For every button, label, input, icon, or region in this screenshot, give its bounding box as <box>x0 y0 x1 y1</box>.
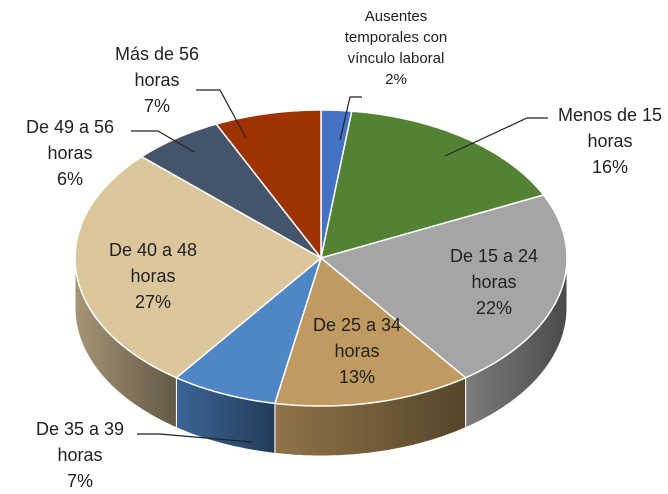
leader-line <box>444 117 548 157</box>
data-label: De 40 a 48 horas 27% <box>93 237 213 315</box>
data-label: De 49 a 56 horas 6% <box>5 114 135 192</box>
slice <box>215 109 322 261</box>
leader-line <box>196 89 247 139</box>
label-value: 22% <box>475 298 513 318</box>
label-value: 16% <box>591 157 629 177</box>
label-value: 2% <box>385 71 407 88</box>
leader-line <box>131 130 195 153</box>
slice <box>175 255 323 405</box>
data-label: De 15 a 24 horas 22% <box>439 243 549 321</box>
label-name: Más de 56 horas <box>114 44 200 90</box>
label-name: Menos de 15 horas <box>557 105 663 151</box>
leader-line <box>339 96 362 141</box>
slice <box>74 155 323 379</box>
data-label: Más de 56 horas 7% <box>97 41 217 119</box>
label-value: 6% <box>56 169 83 189</box>
slice <box>320 110 545 260</box>
data-label: Menos de 15 horas 16% <box>550 102 668 180</box>
label-name: De 15 a 24 horas <box>449 246 539 292</box>
label-name: Ausentes temporales con vínculo laboral <box>344 8 448 67</box>
label-name: De 35 a 39 horas <box>35 419 125 465</box>
data-label: Ausentes temporales con vínculo laboral 2… <box>336 6 456 90</box>
label-value: 7% <box>66 471 93 491</box>
data-label: De 25 a 34 horas 13% <box>302 312 412 390</box>
slice <box>273 256 468 407</box>
label-value: 27% <box>134 292 172 312</box>
slice <box>319 194 568 379</box>
label-name: De 40 a 48 horas <box>108 240 198 286</box>
label-name: De 49 a 56 horas <box>25 117 115 163</box>
label-value: 7% <box>143 96 170 116</box>
leader-line <box>137 433 253 443</box>
label-name: De 25 a 34 horas <box>312 315 402 361</box>
data-label: De 35 a 39 horas 7% <box>15 416 145 494</box>
label-value: 13% <box>338 367 376 387</box>
slice <box>140 123 322 259</box>
